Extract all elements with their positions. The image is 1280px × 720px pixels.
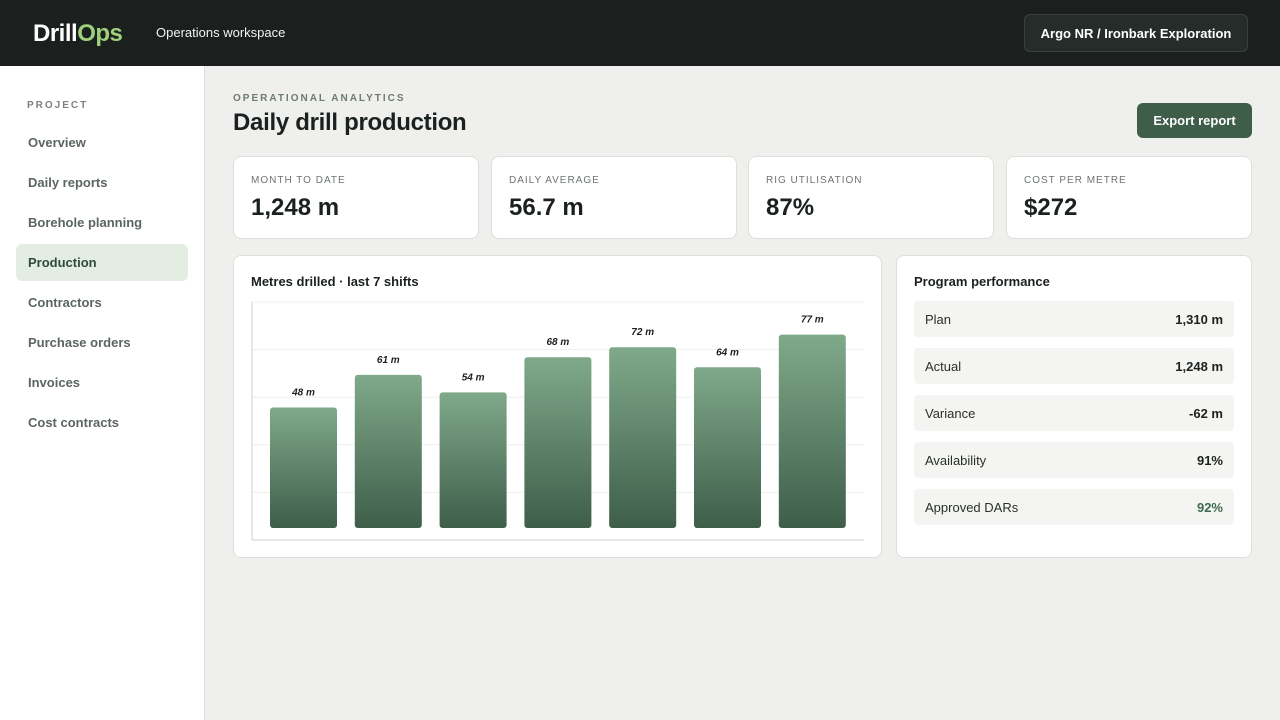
sidebar-section-label: PROJECT: [27, 100, 89, 111]
app-logo[interactable]: DrillOps: [33, 20, 123, 48]
chart-bar: [524, 357, 592, 528]
sidebar-item-daily-reports[interactable]: Daily reports: [28, 175, 108, 190]
sidebar-item-invoices[interactable]: Invoices: [28, 375, 81, 390]
performance-row-label: Approved DARs: [925, 500, 1019, 515]
performance-row-availability: Availability 91%: [914, 442, 1234, 478]
chart-data-label: 48 m: [291, 387, 315, 398]
kpi-value: 87%: [766, 194, 815, 221]
kpi-card-month-to-date: MONTH TO DATE 1,248 m: [233, 156, 479, 239]
performance-row-value: 91%: [1196, 453, 1223, 468]
logo-text-ops: Ops: [77, 20, 123, 47]
kpi-value: 1,248 m: [251, 194, 340, 221]
chart-data-label: 54 m: [462, 372, 485, 383]
performance-row-label: Actual: [925, 359, 962, 374]
kpi-label: COST PER METRE: [1024, 175, 1127, 186]
performance-title: Program performance: [914, 274, 1050, 289]
sidebar-item-purchase-orders[interactable]: Purchase orders: [28, 335, 131, 350]
page-title: Daily drill production: [233, 109, 467, 136]
performance-row-actual: Actual 1,248 m: [914, 348, 1234, 384]
sidebar-item-cost-contracts[interactable]: Cost contracts: [28, 415, 120, 430]
kpi-card-daily-average: DAILY AVERAGE 56.7 m: [491, 156, 737, 239]
account-switcher-button[interactable]: Argo NR / Ironbark Exploration: [1024, 14, 1248, 52]
top-bar: DrillOps Operations workspace Argo NR / …: [0, 0, 1280, 66]
sidebar-item-borehole-planning[interactable]: Borehole planning: [28, 215, 143, 230]
kpi-value: $272: [1024, 194, 1078, 221]
chart-bar: [778, 334, 846, 528]
performance-row-value: 1,248 m: [1175, 359, 1223, 374]
chart-title: Metres drilled · last 7 shifts: [251, 274, 419, 289]
kpi-card-cost-per-metre: COST PER METRE $272: [1006, 156, 1252, 239]
kpi-card-rig-utilisation: RIG UTILISATION 87%: [748, 156, 994, 239]
chart-panel: Metres drilled · last 7 shifts 48 m 61 m 5…: [233, 255, 882, 558]
sidebar-item-production[interactable]: Production: [16, 244, 188, 281]
chart-data-label: 77 m: [801, 315, 824, 326]
chart-bar: [609, 347, 677, 528]
kpi-value: 56.7 m: [509, 194, 584, 221]
chart-bar: [270, 407, 337, 528]
performance-panel: Program performance Plan 1,310 m Actual …: [896, 255, 1252, 558]
main-content: OPERATIONAL ANALYTICS Daily drill produc…: [205, 66, 1280, 720]
sidebar-item-overview[interactable]: Overview: [28, 135, 86, 150]
chart-data-label: 72 m: [631, 327, 654, 338]
sidebar-item-contractors[interactable]: Contractors: [28, 295, 102, 310]
performance-row-value: 1,310 m: [1175, 312, 1223, 327]
kpi-label: MONTH TO DATE: [251, 175, 346, 186]
kpi-label: RIG UTILISATION: [766, 175, 863, 186]
performance-row-label: Availability: [925, 453, 987, 468]
page-eyebrow: OPERATIONAL ANALYTICS: [233, 93, 406, 104]
performance-row-plan: Plan 1,310 m: [914, 301, 1234, 337]
chart-bar: [354, 374, 422, 528]
performance-row-value: -62 m: [1189, 406, 1223, 421]
performance-row-variance: Variance -62 m: [914, 395, 1234, 431]
performance-row-approved-dars: Approved DARs 92%: [914, 489, 1234, 525]
performance-row-label: Plan: [925, 312, 952, 327]
sidebar: PROJECT Overview Daily reports Borehole …: [0, 66, 205, 720]
chart-data-label: 64 m: [716, 347, 739, 358]
chart-data-label: 68 m: [547, 337, 570, 348]
logo-text-drill: Drill: [33, 20, 78, 47]
chart-bar: [694, 367, 761, 528]
workspace-label: Operations workspace: [156, 25, 286, 40]
sidebar-nav: Overview Daily reports Borehole planning…: [16, 124, 188, 444]
export-report-button[interactable]: Export report: [1137, 103, 1252, 138]
bar-chart: 48 m 61 m 54 m 68 m 72 m 64 m 77 m: [251, 301, 864, 541]
chart-bar: [439, 392, 507, 528]
kpi-label: DAILY AVERAGE: [509, 175, 600, 186]
performance-row-label: Variance: [925, 406, 976, 421]
performance-row-value: 92%: [1196, 500, 1223, 515]
chart-data-label: 61 m: [377, 355, 400, 366]
